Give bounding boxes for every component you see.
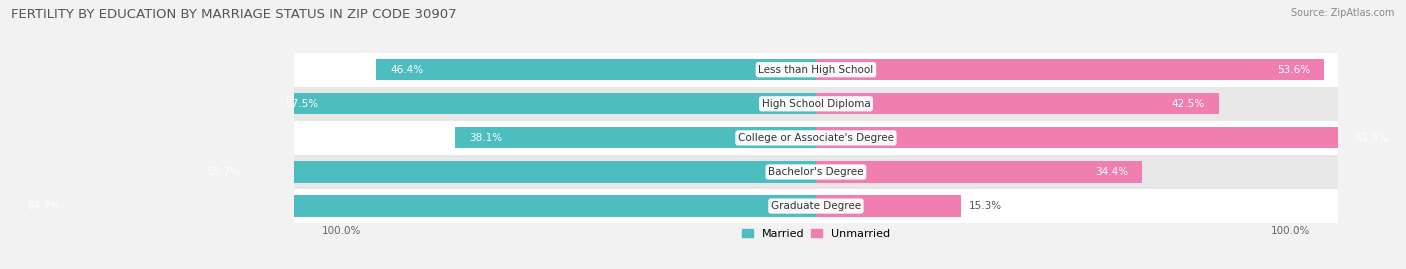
Text: 38.1%: 38.1%: [468, 133, 502, 143]
Text: 15.3%: 15.3%: [969, 201, 1001, 211]
Text: 53.6%: 53.6%: [1277, 65, 1310, 75]
Legend: Married, Unmarried: Married, Unmarried: [737, 224, 894, 243]
Text: 84.7%: 84.7%: [27, 201, 60, 211]
Text: 57.5%: 57.5%: [285, 99, 318, 109]
Bar: [294, 87, 1337, 121]
Bar: [294, 189, 1337, 223]
Text: 34.4%: 34.4%: [1095, 167, 1128, 177]
Bar: [375, 59, 815, 80]
Text: Less than High School: Less than High School: [758, 65, 873, 75]
Text: 46.4%: 46.4%: [389, 65, 423, 75]
Bar: [454, 127, 815, 148]
Text: 61.9%: 61.9%: [1355, 133, 1389, 143]
Text: Bachelor's Degree: Bachelor's Degree: [768, 167, 863, 177]
Bar: [815, 127, 1403, 148]
Text: Graduate Degree: Graduate Degree: [770, 201, 860, 211]
Bar: [815, 93, 1219, 114]
Bar: [815, 161, 1142, 183]
Bar: [294, 53, 1337, 87]
Text: 65.7%: 65.7%: [207, 167, 240, 177]
Bar: [270, 93, 815, 114]
Text: Source: ZipAtlas.com: Source: ZipAtlas.com: [1291, 8, 1395, 18]
Bar: [13, 196, 815, 217]
Bar: [815, 59, 1324, 80]
Bar: [815, 196, 962, 217]
Bar: [193, 161, 815, 183]
Text: FERTILITY BY EDUCATION BY MARRIAGE STATUS IN ZIP CODE 30907: FERTILITY BY EDUCATION BY MARRIAGE STATU…: [11, 8, 457, 21]
Text: College or Associate's Degree: College or Associate's Degree: [738, 133, 894, 143]
Text: 42.5%: 42.5%: [1171, 99, 1205, 109]
Bar: [294, 155, 1337, 189]
Text: High School Diploma: High School Diploma: [762, 99, 870, 109]
Bar: [294, 121, 1337, 155]
